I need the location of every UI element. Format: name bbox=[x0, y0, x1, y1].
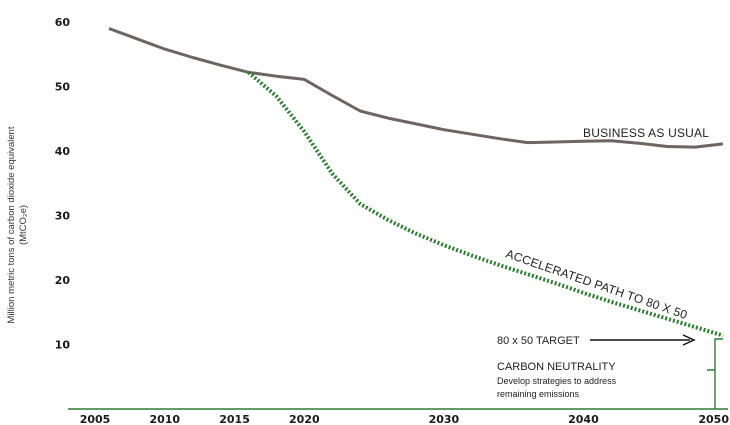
x-tick-label: 2050 bbox=[698, 413, 729, 425]
y-tick-label: 10 bbox=[55, 339, 71, 352]
y-tick-label: 20 bbox=[55, 274, 71, 287]
y-axis-title: Million metric tons of carbon dioxide eq… bbox=[6, 126, 29, 323]
series-layer bbox=[108, 27, 724, 338]
x-tick-labels: 2005 2010 2015 2020 2030 2040 2050 bbox=[80, 413, 730, 425]
x-tick-label: 2030 bbox=[429, 413, 460, 425]
x-tick-label: 2010 bbox=[149, 413, 180, 425]
y-tick-label: 30 bbox=[55, 210, 71, 223]
neutrality-label: CARBON NEUTRALITY bbox=[497, 361, 616, 373]
target-label: 80 x 50 TARGET bbox=[497, 335, 580, 347]
y-tick-label: 60 bbox=[55, 16, 71, 29]
series-line-accelerated-path bbox=[247, 70, 724, 338]
series-label-business-as-usual: BUSINESS AS USUAL bbox=[583, 126, 709, 140]
neutrality-description-line2: remaining emissions bbox=[497, 389, 580, 399]
y-axis-title-line1: Million metric tons of carbon dioxide eq… bbox=[6, 126, 17, 323]
series-line-business-as-usual bbox=[108, 27, 724, 149]
x-tick-label: 2005 bbox=[80, 413, 111, 425]
series-label-accelerated-path: ACCELERATED PATH TO 80 X 50 bbox=[504, 247, 689, 322]
x-tick-label: 2020 bbox=[289, 413, 320, 425]
y-axis-title-line2: (MtCO₂e) bbox=[18, 205, 29, 245]
x-tick-label: 2040 bbox=[568, 413, 599, 425]
x-tick-label: 2015 bbox=[219, 413, 250, 425]
neutrality-bracket bbox=[707, 338, 723, 409]
y-tick-labels: 10 20 30 40 50 60 bbox=[55, 16, 71, 352]
neutrality-description-line1: Develop strategies to address bbox=[497, 376, 617, 386]
y-tick-label: 50 bbox=[55, 81, 71, 94]
y-tick-label: 40 bbox=[55, 145, 71, 158]
target-arrow-head bbox=[682, 334, 696, 346]
